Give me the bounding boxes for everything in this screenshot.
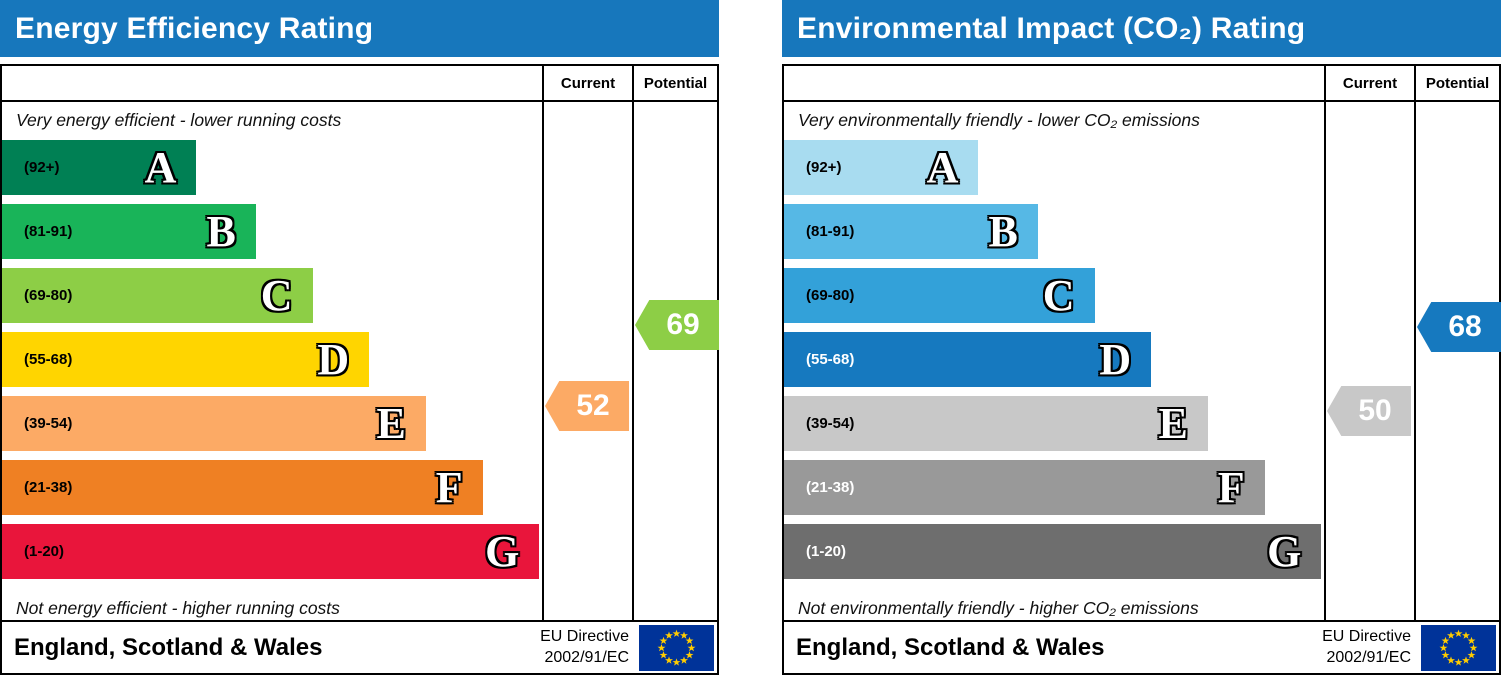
column-header-current: Current [1342, 74, 1398, 92]
band-row-e: (39-54) E [784, 396, 1208, 451]
table-footer: England, Scotland & Wales EU Directive 2… [2, 620, 717, 673]
potential-rating-arrow: 68 [1417, 302, 1501, 352]
rating-bands: (92+) A (81-91) B (69-80) C (55-68) D (3… [2, 66, 542, 620]
eu-directive-line2: 2002/91/EC [1326, 648, 1411, 666]
rating-table: Current Potential Very energy efficient … [0, 64, 719, 675]
band-row-c: (69-80) C [2, 268, 313, 323]
header-divider [2, 100, 717, 102]
band-row-c: (69-80) C [784, 268, 1095, 323]
page-title: Energy Efficiency Rating [0, 0, 719, 57]
band-row-e: (39-54) E [2, 396, 426, 451]
band-range-label: (92+) [24, 159, 60, 176]
eu-directive-label: EU Directive 2002/91/EC [540, 627, 629, 669]
environmental-impact-rating-chart: Environmental Impact (CO₂) Rating Curren… [782, 0, 1501, 675]
eu-directive-label: EU Directive 2002/91/EC [1322, 627, 1411, 669]
top-note: Very energy efficient - lower running co… [16, 110, 342, 130]
band-letter: C [260, 270, 293, 320]
band-row-d: (55-68) D [2, 332, 370, 387]
band-range-label: (69-80) [24, 287, 73, 304]
band-letter: B [206, 206, 236, 256]
band-row-a: (92+) A [784, 140, 979, 195]
header-divider [784, 100, 1499, 102]
band-range-label: (69-80) [806, 287, 855, 304]
band-row-d: (55-68) D [784, 332, 1152, 387]
column-header-potential: Potential [643, 74, 708, 92]
eu-flag-icon [1421, 624, 1496, 671]
current-rating-value: 50 [1358, 394, 1392, 427]
eu-directive-block: EU Directive 2002/91/EC [540, 624, 714, 671]
band-range-label: (1-20) [806, 543, 847, 560]
band-range-label: (92+) [806, 159, 842, 176]
current-rating-arrow: 50 [1327, 386, 1411, 436]
band-row-f: (21-38) F [2, 460, 483, 515]
column-header-current: Current [560, 74, 616, 92]
band-row-b: (81-91) B [784, 204, 1038, 259]
page-title: Environmental Impact (CO₂) Rating [782, 0, 1501, 57]
band-letter: B [988, 206, 1018, 256]
current-rating-arrow: 52 [545, 381, 629, 431]
rating-bands: (92+) A (81-91) B (69-80) C (55-68) D (3… [784, 66, 1324, 620]
band-letter: D [1099, 334, 1132, 384]
rating-table: Current Potential Very environmentally f… [782, 64, 1501, 675]
band-letter: A [144, 142, 177, 192]
table-footer: England, Scotland & Wales EU Directive 2… [784, 620, 1499, 673]
potential-rating-value: 68 [1448, 310, 1482, 343]
band-row-b: (81-91) B [2, 204, 256, 259]
band-letter: A [926, 142, 959, 192]
band-letter: G [1267, 526, 1302, 576]
band-letter: F [435, 462, 463, 512]
column-divider [1414, 66, 1416, 620]
band-letter: E [1158, 398, 1188, 448]
band-row-g: (1-20) G [2, 524, 540, 579]
potential-rating-value: 69 [666, 308, 700, 341]
energy-efficiency-rating-chart: Energy Efficiency Rating Current Potenti… [0, 0, 719, 675]
potential-rating-arrow: 69 [635, 300, 719, 350]
eu-directive-line1: EU Directive [1322, 627, 1411, 645]
bottom-note: Not environmentally friendly - higher CO… [798, 598, 1199, 618]
band-range-label: (21-38) [24, 479, 73, 496]
band-letter: G [485, 526, 520, 576]
band-range-label: (81-91) [806, 223, 855, 240]
band-letter: E [376, 398, 406, 448]
top-note: Very environmentally friendly - lower CO… [798, 110, 1200, 130]
bottom-note: Not energy efficient - higher running co… [16, 598, 340, 618]
region-label: England, Scotland & Wales [14, 633, 323, 661]
column-divider [1324, 66, 1326, 620]
band-range-label: (1-20) [24, 543, 65, 560]
band-row-f: (21-38) F [784, 460, 1265, 515]
column-divider [632, 66, 634, 620]
band-range-label: (39-54) [806, 415, 855, 432]
eu-flag-icon [639, 624, 714, 671]
band-range-label: (39-54) [24, 415, 73, 432]
band-range-label: (55-68) [806, 351, 855, 368]
band-range-label: (21-38) [806, 479, 855, 496]
band-range-label: (55-68) [24, 351, 73, 368]
band-letter: F [1217, 462, 1245, 512]
band-row-a: (92+) A [2, 140, 197, 195]
column-divider [542, 66, 544, 620]
column-header-potential: Potential [1425, 74, 1490, 92]
band-letter: D [317, 334, 350, 384]
band-letter: C [1042, 270, 1075, 320]
band-row-g: (1-20) G [784, 524, 1322, 579]
current-rating-value: 52 [576, 389, 610, 422]
eu-directive-line2: 2002/91/EC [544, 648, 629, 666]
eu-directive-block: EU Directive 2002/91/EC [1322, 624, 1496, 671]
region-label: England, Scotland & Wales [796, 633, 1105, 661]
eu-directive-line1: EU Directive [540, 627, 629, 645]
band-range-label: (81-91) [24, 223, 73, 240]
